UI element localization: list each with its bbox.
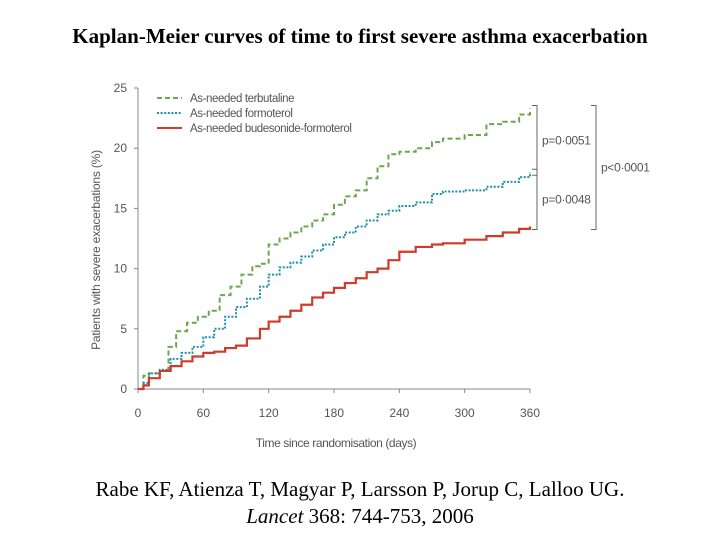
y-axis-label: Patients with severe exacerbations (%) (89, 150, 103, 350)
legend-label: As-needed terbutaline (190, 93, 294, 105)
slide-title: Kaplan-Meier curves of time to first sev… (72, 24, 648, 48)
citation-authors: Rabe KF, Atienza T, Magyar P, Larsson P,… (95, 477, 625, 501)
x-tick-label: 240 (389, 406, 409, 420)
series-layer (138, 108, 532, 391)
y-tick-label: 5 (120, 322, 127, 336)
x-tick-label: 360 (520, 406, 540, 420)
y-tick-label: 25 (114, 81, 128, 95)
series-line-3 (138, 226, 532, 391)
p-value-bracket (532, 168, 538, 230)
x-tick-label: 120 (259, 406, 279, 420)
p-value-label: p=0·0051 (542, 133, 591, 147)
citation: Rabe KF, Atienza T, Magyar P, Larsson P,… (0, 476, 720, 530)
citation-reference: Lancet 368: 744-753, 2006 (0, 503, 720, 530)
chart-legend: As-needed terbutaline As-needed formotero… (157, 93, 352, 135)
y-tick-label: 20 (114, 141, 128, 155)
p-value-label: p=0·0048 (542, 192, 591, 206)
legend-label: As-needed budesonide-formoterol (190, 123, 352, 135)
x-tick-label: 300 (455, 406, 475, 420)
series-line-2 (138, 172, 531, 390)
x-axis-label: Time since randomisation (days) (256, 436, 417, 450)
axis-ticks: 0 60 120 180 240 300 360 0 5 10 15 20 25 (114, 81, 541, 420)
citation-journal: Lancet (246, 504, 304, 528)
citation-details: 368: 744-753, 2006 (303, 504, 474, 528)
y-tick-label: 10 (114, 262, 128, 276)
p-value-bracket (591, 104, 597, 230)
p-value-brackets: p=0·0051 p=0·0048 p<0·0001 (532, 104, 651, 230)
y-tick-label: 15 (114, 201, 128, 215)
p-value-label: p<0·0001 (601, 160, 650, 174)
series-line-1 (138, 108, 531, 390)
x-tick-label: 60 (197, 406, 211, 420)
legend-label: As-needed formoterol (190, 108, 293, 120)
x-tick-label: 0 (135, 406, 142, 420)
y-tick-label: 0 (120, 382, 127, 396)
p-value-bracket (532, 104, 538, 176)
x-tick-label: 180 (324, 406, 344, 420)
